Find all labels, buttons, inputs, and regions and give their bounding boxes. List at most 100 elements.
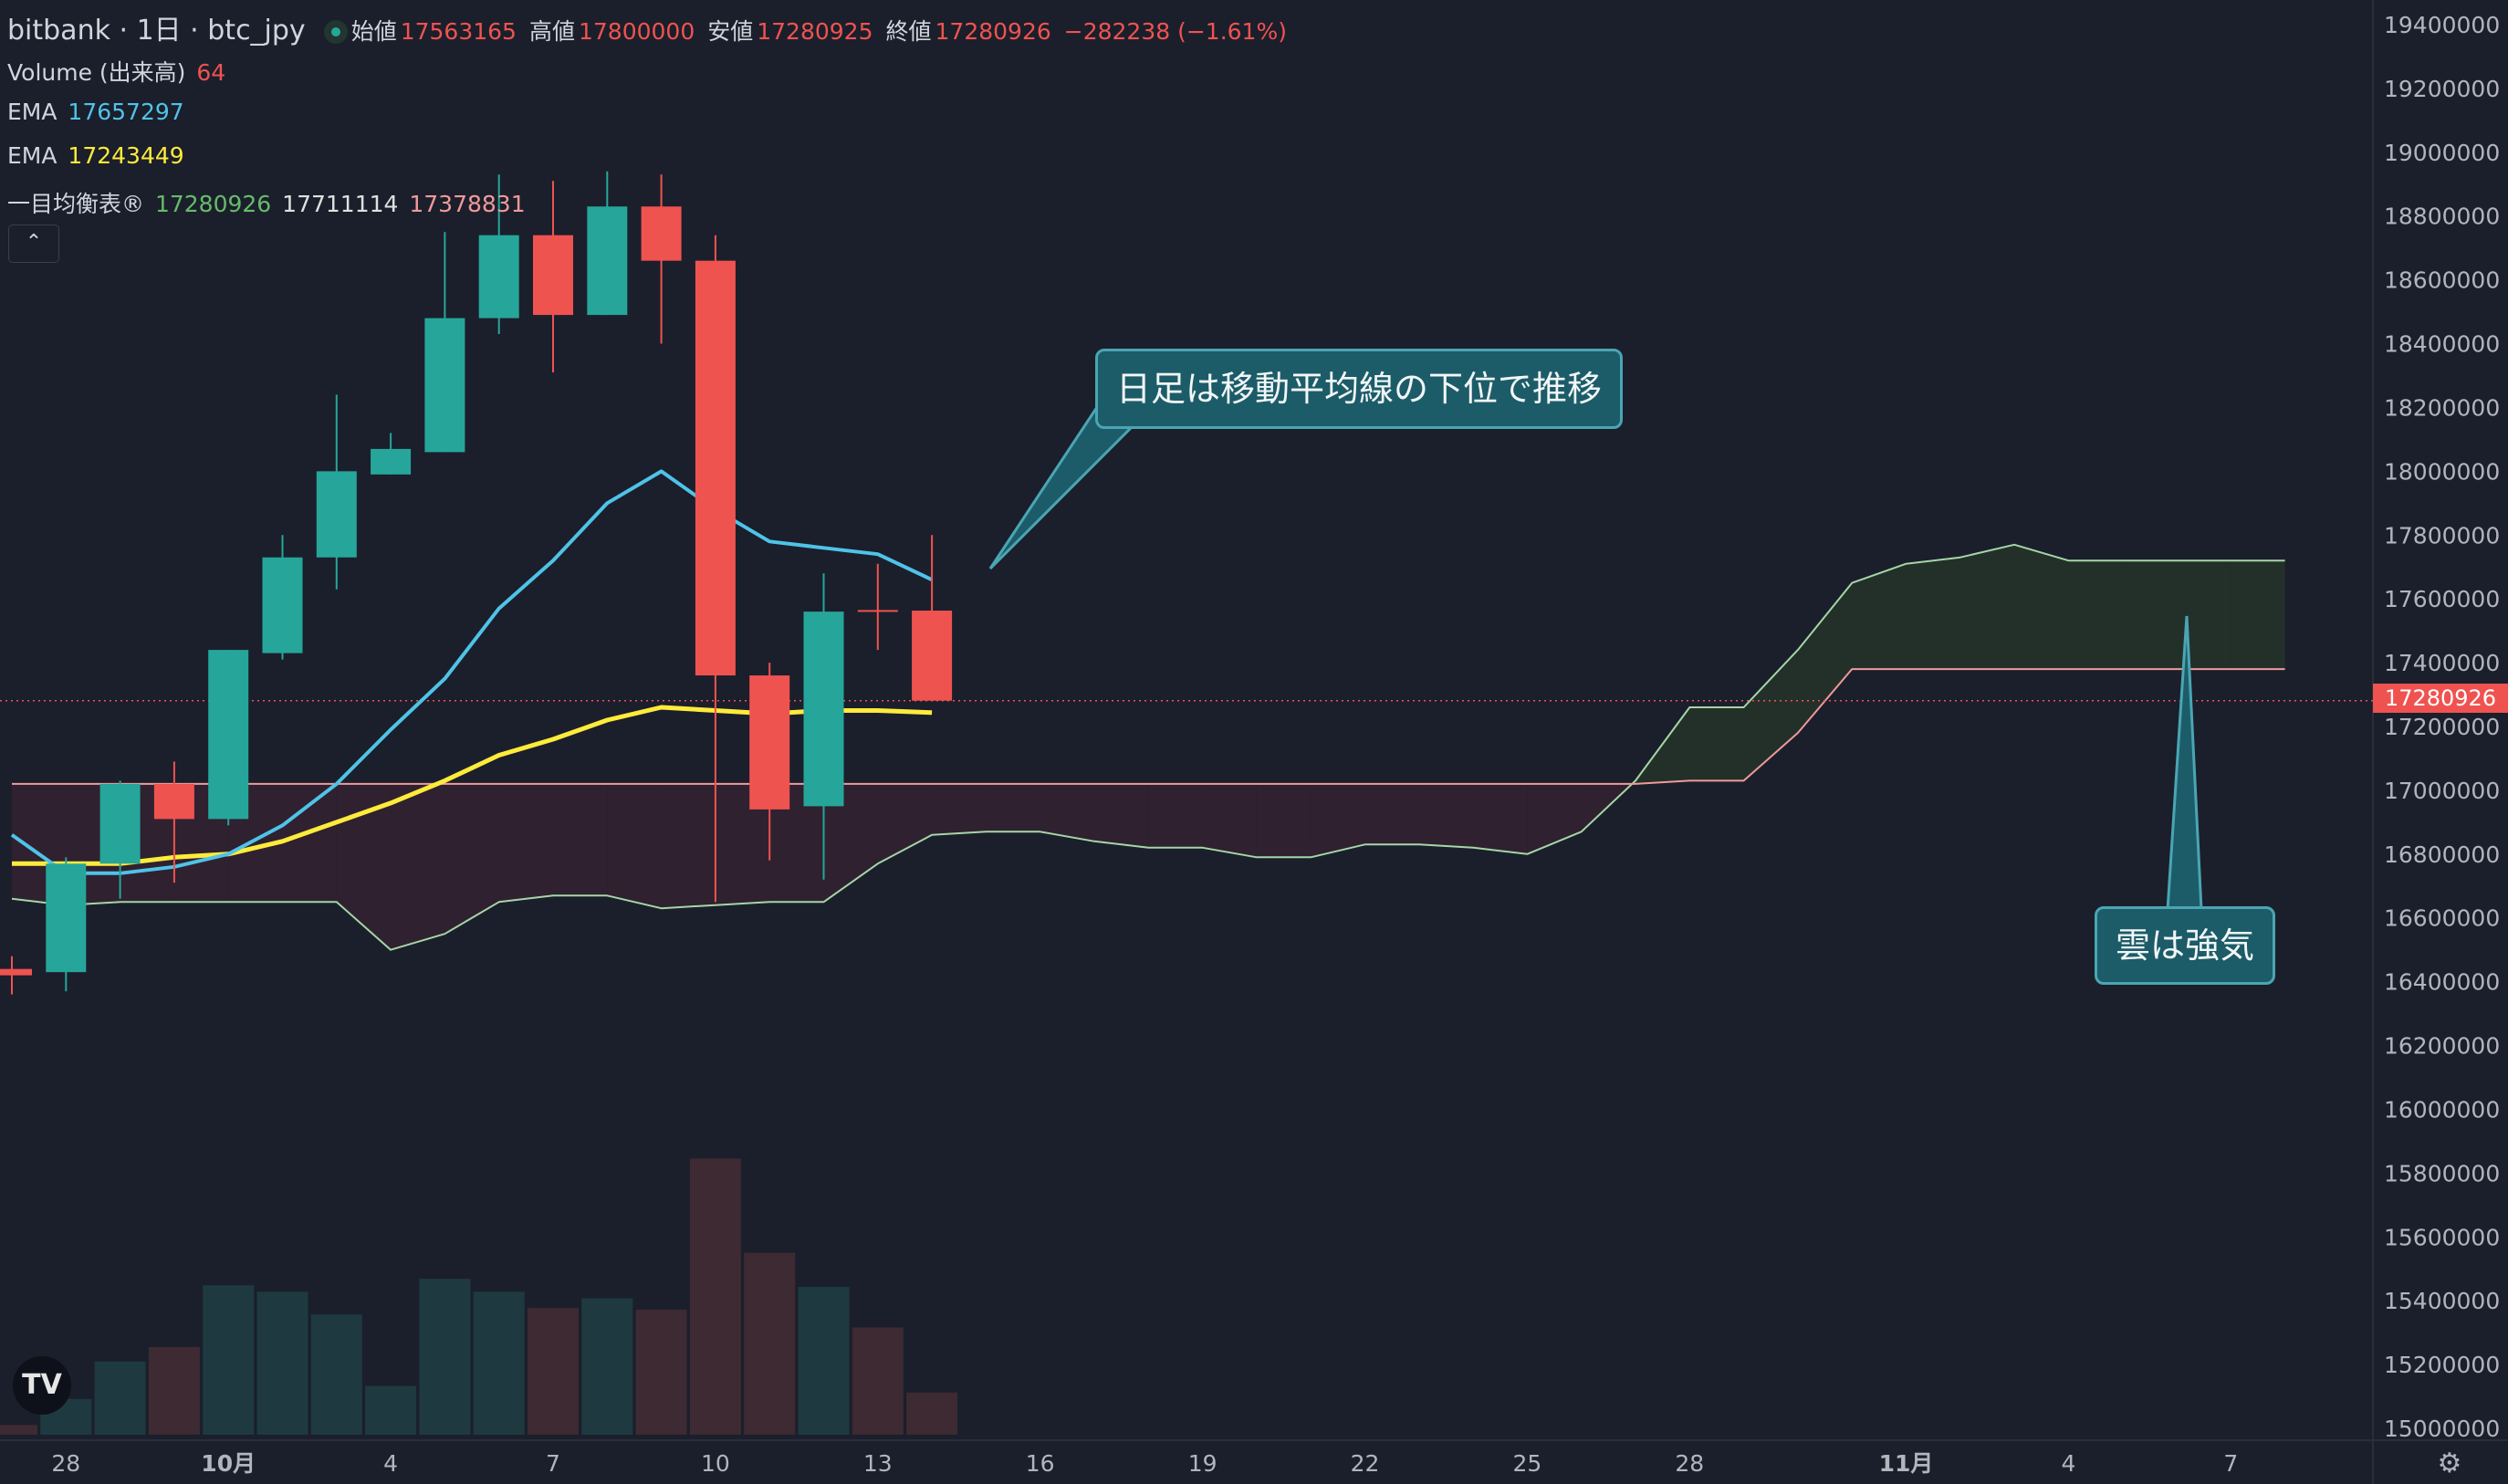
ichimoku-cloud-segment (877, 783, 933, 864)
candle-body (316, 471, 357, 558)
price-tick-label: 18600000 (2384, 267, 2500, 294)
low-label: 安値 (707, 18, 754, 45)
tradingview-logo-icon[interactable]: TV (13, 1356, 71, 1415)
candle-body (912, 611, 953, 701)
ichimoku-value-3: 17378831 (409, 191, 526, 217)
time-tick-label: 25 (1512, 1450, 1541, 1477)
time-tick-label: 4 (2061, 1450, 2075, 1477)
price-tick-label: 19000000 (2384, 140, 2500, 166)
time-tick-label: 28 (51, 1450, 80, 1477)
ichimoku-cloud-segment (1256, 783, 1311, 858)
ichimoku-cloud-segment (661, 783, 716, 909)
candle-body (46, 863, 87, 973)
price-tick-label: 17000000 (2384, 778, 2500, 804)
price-tick-label: 18000000 (2384, 458, 2500, 485)
price-tick-label: 18800000 (2384, 204, 2500, 230)
candle-body (857, 610, 898, 612)
ichimoku-cloud-segment (932, 783, 987, 835)
candle-body (803, 611, 844, 807)
ema-fast-legend[interactable]: EMA 17657297 (7, 99, 188, 125)
candle-body (533, 235, 573, 316)
ema-fast-value: 17657297 (68, 99, 184, 125)
price-tick-label: 17800000 (2384, 522, 2500, 549)
close-value: 17280926 (935, 18, 1051, 45)
time-tick-label: 28 (1675, 1450, 1704, 1477)
volume-bar (744, 1252, 796, 1435)
price-tick-label: 17200000 (2384, 714, 2500, 740)
change-value: −282238 (−1.61%) (1063, 18, 1287, 45)
ichimoku-cloud-segment (1364, 783, 1419, 845)
ichimoku-cloud-segment (1689, 707, 1744, 781)
volume-bar (310, 1314, 362, 1435)
symbol-title[interactable]: bitbank · 1日 · btc_jpy (7, 15, 306, 47)
candle-body (99, 783, 141, 864)
candle-body (0, 968, 32, 976)
price-tick-label: 15000000 (2384, 1416, 2500, 1442)
volume-bar (365, 1385, 417, 1435)
price-tick-label: 18200000 (2384, 394, 2500, 421)
ema-fast-label: EMA (7, 99, 57, 125)
price-tick-label: 15400000 (2384, 1288, 2500, 1314)
price-tick-label: 19200000 (2384, 76, 2500, 102)
ichimoku-legend[interactable]: 一目均衡表® 17280926 17711114 17378831 (7, 186, 529, 219)
volume-bar (473, 1291, 525, 1435)
open-value: 17563165 (400, 18, 517, 45)
ichimoku-span-b-line (12, 668, 2285, 785)
candle-body (153, 783, 194, 820)
ema-slow-value: 17243449 (68, 142, 184, 169)
volume-bar (203, 1285, 255, 1435)
annotation-callout[interactable]: 雲は強気 (2095, 906, 2276, 985)
open-label: 始値 (350, 18, 397, 45)
candle-body (424, 318, 465, 453)
volume-value: 64 (196, 59, 226, 86)
volume-bar (419, 1279, 471, 1435)
price-tick-label: 16800000 (2384, 841, 2500, 868)
ichimoku-cloud-segment (553, 783, 608, 896)
price-tick-label: 16200000 (2384, 1033, 2500, 1060)
ichimoku-cloud-segment (1743, 650, 1798, 781)
candle-body (587, 206, 628, 316)
collapse-legend-button[interactable]: ⌃ (8, 225, 59, 263)
ohlc-readout: 始値 17563165 高値 17800000 安値 17280925 終値 17280926… (351, 18, 1291, 45)
last-price-label: 17280926 (2373, 684, 2508, 713)
ichimoku-cloud-segment (769, 783, 824, 903)
chart-legend-header: bitbank · 1日 · btc_jpy 始値 17563165 高値 178000… (7, 7, 1294, 47)
ichimoku-cloud-segment (1040, 783, 1094, 841)
time-tick-label: 13 (863, 1450, 893, 1477)
settings-gear-icon[interactable]: ⚙ (2437, 1447, 2462, 1479)
time-tick-label: 10月 (201, 1450, 256, 1477)
time-tick-label: 10 (701, 1450, 730, 1477)
ichimoku-cloud-segment (1311, 783, 1365, 858)
ichimoku-cloud-segment (715, 783, 770, 905)
volume-bar (581, 1298, 633, 1435)
price-axis-panel (2373, 0, 2508, 1484)
market-status-icon (323, 19, 348, 44)
price-tick-label: 19400000 (2384, 12, 2500, 38)
ichimoku-cloud-segment (1797, 582, 1853, 733)
ichimoku-cloud-segment (2177, 560, 2231, 670)
close-label: 終値 (885, 18, 932, 45)
volume-bar (689, 1158, 741, 1435)
ichimoku-span-a-line (11, 543, 2285, 951)
ichimoku-cloud-segment (1473, 783, 1528, 854)
ichimoku-cloud-segment (2122, 560, 2177, 670)
ema-slow-legend[interactable]: EMA 17243449 (7, 142, 188, 169)
annotation-callout[interactable]: 日足は移動平均線の下位で推移 (1095, 349, 1624, 429)
ichimoku-cloud-segment (444, 783, 499, 935)
time-tick-label: 16 (1026, 1450, 1055, 1477)
ichimoku-cloud-segment (391, 783, 445, 950)
volume-bar (148, 1346, 200, 1435)
ichimoku-cloud-segment (1906, 557, 1960, 670)
volume-label: Volume (出来高) (7, 59, 186, 86)
candle-body (371, 448, 412, 475)
time-tick-label: 4 (383, 1450, 398, 1477)
ichimoku-cloud-segment (1148, 783, 1203, 848)
volume-bar (906, 1392, 958, 1435)
ichimoku-cloud-segment (498, 783, 553, 903)
price-tick-label: 16000000 (2384, 1096, 2500, 1123)
ichimoku-cloud-segment (2068, 560, 2123, 670)
volume-legend[interactable]: Volume (出来高) 64 (7, 55, 229, 88)
candle-body (262, 557, 303, 653)
price-tick-label: 18400000 (2384, 331, 2500, 358)
